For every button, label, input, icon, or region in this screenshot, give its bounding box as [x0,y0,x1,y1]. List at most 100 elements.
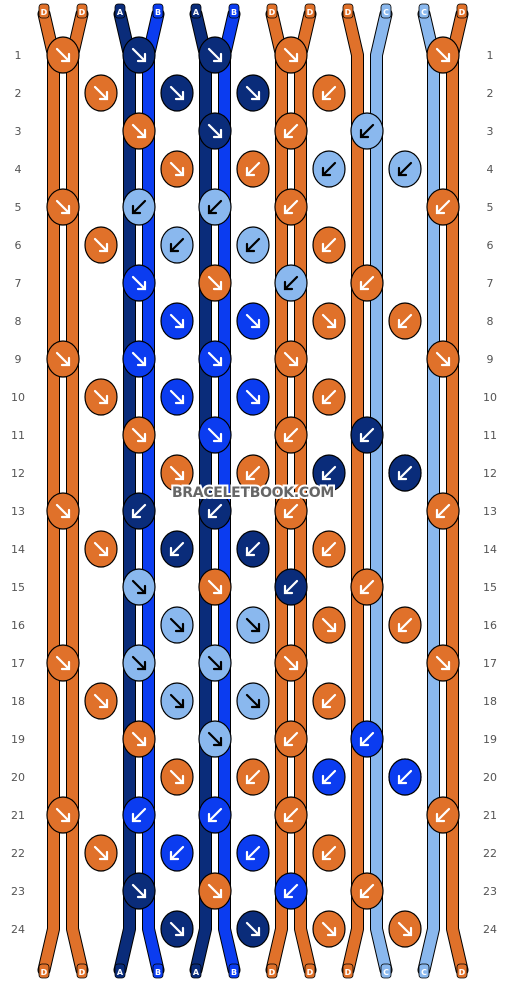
knot [274,796,308,834]
knot [122,340,156,378]
arrow-left-down-icon [359,427,375,443]
knot [84,834,118,872]
arrow-right-down-icon [207,47,223,63]
arrow-right-down-icon [207,579,223,595]
arrow-left-down-icon [283,807,299,823]
knot [236,226,270,264]
row-number-right: 11 [483,429,497,442]
watermark: BRACELETBOOK.COM [172,485,334,501]
arrow-right-down-icon [169,921,185,937]
arrow-left-down-icon [321,845,337,861]
arrow-left-down-icon [207,807,223,823]
knot [84,530,118,568]
strand-labels: D D A B A B D D D C C D D D A B A B D D D C C D [38,3,468,979]
knot [122,720,156,758]
arrow-right-down-icon [435,351,451,367]
knot [84,74,118,112]
arrow-right-down-icon [321,617,337,633]
row-number-left: 21 [11,809,25,822]
strand-label-bottom: D [41,968,48,977]
arrow-right-down-icon [435,47,451,63]
strand-label-top: D [307,8,314,17]
knot [198,872,232,910]
row-number-right: 13 [483,505,497,518]
arrow-left-down-icon [169,237,185,253]
row-number-left: 17 [11,657,25,670]
row-number-left: 22 [11,847,25,860]
knot [236,530,270,568]
row-number-right: 24 [483,923,497,936]
knot [274,36,308,74]
row-number-right: 20 [483,771,497,784]
knot [122,644,156,682]
arrow-right-down-icon [207,123,223,139]
knot [160,910,194,948]
arrow-left-down-icon [207,199,223,215]
knot [122,492,156,530]
arrow-right-down-icon [169,617,185,633]
strand-cap-bottom [418,963,430,979]
arrow-left-down-icon [131,199,147,215]
knot [84,378,118,416]
row-number-left: 16 [11,619,25,632]
arrow-right-down-icon [245,617,261,633]
arrow-right-down-icon [169,313,185,329]
arrow-right-down-icon [397,921,413,937]
knot [274,872,308,910]
knot [312,454,346,492]
strand-cap-bottom [380,963,392,979]
knot [426,492,460,530]
strand-label-top: C [383,8,389,17]
arrow-right-down-icon [283,351,299,367]
knot [122,264,156,302]
knot [198,112,232,150]
knot [198,720,232,758]
knot [122,796,156,834]
knot [198,340,232,378]
arrow-right-down-icon [321,313,337,329]
strand-cap-bottom [342,963,354,979]
arrow-left-down-icon [245,769,261,785]
row-number-right: 21 [483,809,497,822]
arrow-right-down-icon [245,389,261,405]
knot [198,492,232,530]
knot [46,644,80,682]
arrow-right-down-icon [169,85,185,101]
arrow-right-down-icon [131,427,147,443]
row-number-right: 12 [483,467,497,480]
knot [122,112,156,150]
knot [160,530,194,568]
row-number-left: 6 [15,239,22,252]
strand-label-top: D [79,8,86,17]
row-number-left: 4 [15,163,22,176]
arrow-left-down-icon [245,237,261,253]
arrow-left-down-icon [435,503,451,519]
knots-layer [46,36,460,948]
arrow-right-down-icon [245,921,261,937]
row-number-right: 18 [483,695,497,708]
knot [350,112,384,150]
arrow-right-down-icon [93,237,109,253]
strand-label-bottom: D [307,968,314,977]
knot [236,606,270,644]
strand-cap-bottom [76,963,88,979]
strand-label-top: B [155,8,161,17]
strand-cap-top [190,3,202,19]
knot [274,188,308,226]
knot [350,568,384,606]
row-number-left: 14 [11,543,25,556]
row-number-right: 15 [483,581,497,594]
row-number-left: 11 [11,429,25,442]
arrow-right-down-icon [55,503,71,519]
row-number-left: 13 [11,505,25,518]
knot [312,682,346,720]
arrow-right-down-icon [207,427,223,443]
arrow-right-down-icon [283,655,299,671]
arrow-left-down-icon [131,503,147,519]
knot [46,796,80,834]
knot [46,36,80,74]
arrow-right-down-icon [131,655,147,671]
arrow-right-down-icon [131,123,147,139]
strand-cap-bottom [38,963,50,979]
arrow-left-down-icon [397,161,413,177]
